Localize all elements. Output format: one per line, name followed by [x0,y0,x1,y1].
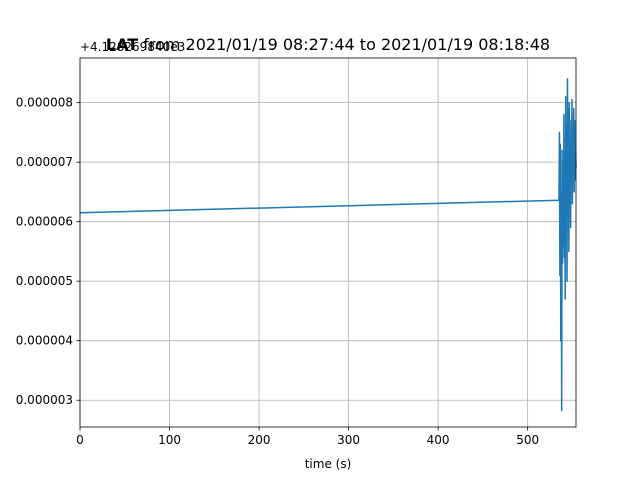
y-tick-label: 0.000006 [16,215,73,229]
y-tick-label: 0.000008 [16,96,73,110]
y-tick-label: 0.000004 [16,334,73,348]
y-tick-label: 0.000007 [16,155,73,169]
x-tick-label: 400 [427,433,450,447]
series-line [79,78,577,412]
x-tick-label: 0 [76,433,84,447]
plot-frame [79,57,577,428]
chart-title-bold: LAT [106,35,138,54]
x-tick-label: 100 [158,433,181,447]
x-tick-label: 300 [337,433,360,447]
x-axis-label: time (s) [305,457,352,471]
chart-title: LAT from 2021/01/19 08:27:44 to 2021/01/… [106,35,550,54]
grid [79,58,576,427]
y-tick-label: 0.000003 [16,393,73,407]
x-tick-label: 200 [248,433,271,447]
chart-title-rest: from 2021/01/19 08:27:44 to 2021/01/19 0… [138,35,550,54]
x-tick-label: 500 [516,433,539,447]
y-offset-label: +4.128269840e3 [80,40,185,54]
tick-layer: 0 100 200 300 400 500 0.000003 0.000004 0.000005… [16,96,539,447]
y-tick-label: 0.000005 [16,274,73,288]
series-layer [79,78,577,412]
